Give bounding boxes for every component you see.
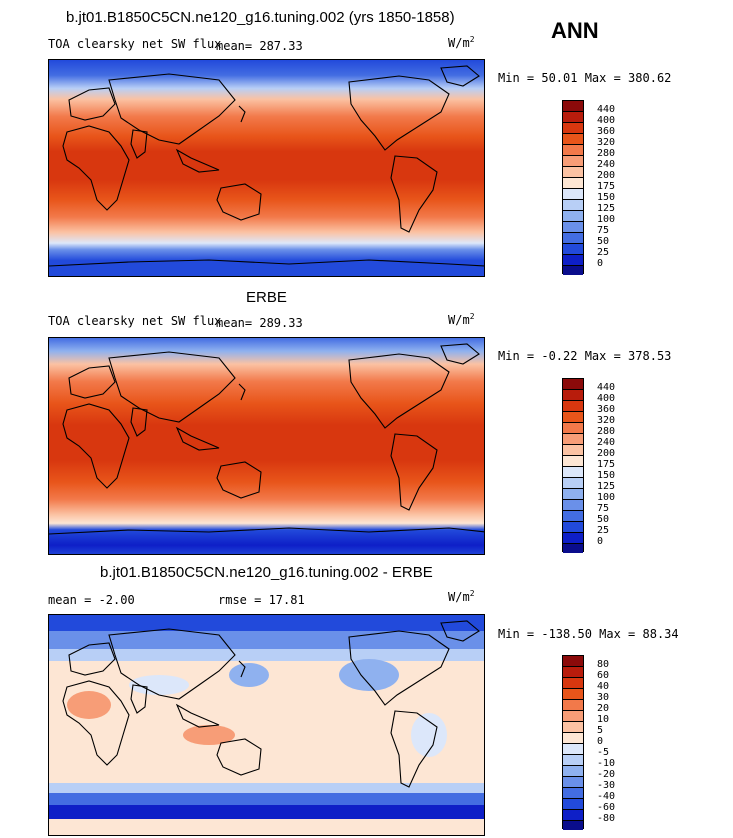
panel1-title: b.jt01.B1850C5CN.ne120_g16.tuning.002 (y… (66, 9, 455, 26)
panel2-variable: TOA clearsky net SW flux (48, 314, 222, 328)
panel1-units: W/m2 (448, 35, 475, 50)
panel2-minmax: Min = -0.22 Max = 378.53 (498, 349, 672, 363)
panel3-rmse: rmse = 17.81 (218, 593, 305, 607)
season-label: ANN (551, 18, 599, 43)
panel1-colorbar (562, 100, 584, 275)
panel3-colorbar (562, 655, 584, 830)
panel3-coastlines (62, 620, 480, 788)
panel1-variable: TOA clearsky net SW flux (48, 37, 222, 51)
panel1-coastlines (49, 65, 484, 267)
panel2-title: ERBE (246, 289, 287, 306)
panel1-minmax: Min = 50.01 Max = 380.62 (498, 71, 672, 85)
panel2-units: W/m2 (448, 312, 475, 327)
panel2-colorbar (562, 378, 584, 553)
panel3-mean: mean = -2.00 (48, 593, 135, 607)
panel1-map-field (49, 60, 484, 276)
panel2-map (48, 337, 485, 555)
panel1-mean: mean= 287.33 (216, 39, 303, 53)
panel2-coastlines (49, 343, 484, 535)
panel3-map-field (49, 615, 484, 835)
panel2-map-field (49, 338, 484, 554)
panel3-map (48, 614, 485, 836)
panel3-units: W/m2 (448, 589, 475, 604)
panel3-title: b.jt01.B1850C5CN.ne120_g16.tuning.002 - … (100, 564, 433, 581)
panel2-mean: mean= 289.33 (216, 316, 303, 330)
panel3-minmax: Min = -138.50 Max = 88.34 (498, 627, 679, 641)
panel1-map (48, 59, 485, 277)
